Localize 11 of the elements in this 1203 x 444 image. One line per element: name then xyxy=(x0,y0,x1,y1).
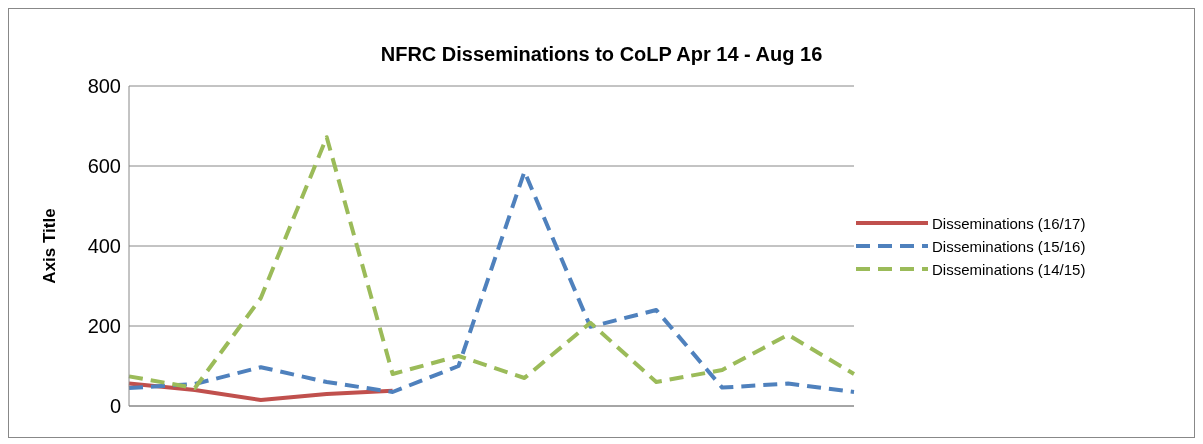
y-tick-label: 600 xyxy=(87,155,121,178)
chart-title: NFRC Disseminations to CoLP Apr 14 - Aug 16 xyxy=(379,43,824,66)
legend-label: Disseminations (15/16) xyxy=(932,237,1086,255)
y-tick-label: 0 xyxy=(109,395,121,418)
y-tick-label: 200 xyxy=(87,315,121,338)
y-tick-label: 800 xyxy=(87,75,121,98)
legend-label: Disseminations (16/17) xyxy=(932,214,1086,232)
y-tick-label: 400 xyxy=(87,235,121,258)
y-axis-title: Axis Title xyxy=(40,208,60,284)
line-series xyxy=(127,381,395,402)
legend-label: Disseminations (14/15) xyxy=(932,260,1086,278)
